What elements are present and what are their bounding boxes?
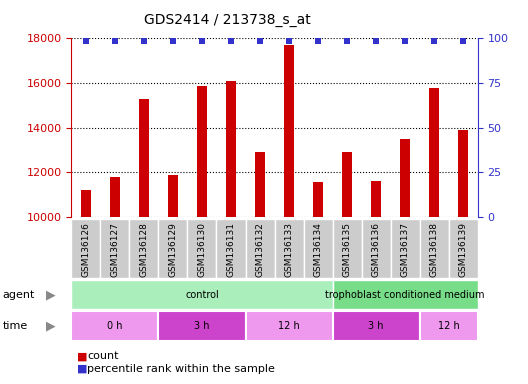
Bar xyxy=(129,219,158,278)
Text: 3 h: 3 h xyxy=(194,321,210,331)
Bar xyxy=(400,139,410,217)
Bar xyxy=(246,219,275,278)
Bar xyxy=(71,280,333,309)
Text: GSM136138: GSM136138 xyxy=(430,222,439,277)
Text: percentile rank within the sample: percentile rank within the sample xyxy=(87,364,275,374)
Bar xyxy=(275,219,304,278)
Text: GDS2414 / 213738_s_at: GDS2414 / 213738_s_at xyxy=(144,13,310,27)
Text: ▶: ▶ xyxy=(46,288,55,301)
Text: time: time xyxy=(3,321,28,331)
Bar xyxy=(458,130,468,217)
Text: GSM136128: GSM136128 xyxy=(139,222,148,277)
Bar xyxy=(71,219,100,278)
Bar xyxy=(371,181,381,217)
Bar xyxy=(313,182,323,217)
Bar xyxy=(449,219,478,278)
Text: 12 h: 12 h xyxy=(438,321,460,331)
Bar xyxy=(100,219,129,278)
Text: GSM136135: GSM136135 xyxy=(343,222,352,277)
Text: GSM136126: GSM136126 xyxy=(81,222,90,277)
Text: 3 h: 3 h xyxy=(369,321,384,331)
Text: trophoblast conditioned medium: trophoblast conditioned medium xyxy=(325,290,485,300)
Bar xyxy=(362,219,391,278)
Bar xyxy=(304,219,333,278)
Bar xyxy=(429,88,439,217)
Bar xyxy=(246,311,333,341)
Text: GSM136131: GSM136131 xyxy=(227,222,235,277)
Bar xyxy=(284,45,294,217)
Bar xyxy=(333,219,362,278)
Text: ■: ■ xyxy=(77,364,87,374)
Bar xyxy=(168,175,178,217)
Bar xyxy=(391,219,420,278)
Bar xyxy=(81,190,91,217)
Text: 0 h: 0 h xyxy=(107,321,122,331)
Bar xyxy=(197,86,207,217)
Bar xyxy=(333,280,478,309)
Bar xyxy=(216,219,246,278)
Text: GSM136130: GSM136130 xyxy=(197,222,206,277)
Bar xyxy=(158,311,246,341)
Text: GSM136139: GSM136139 xyxy=(459,222,468,277)
Text: 12 h: 12 h xyxy=(278,321,300,331)
Text: count: count xyxy=(87,351,119,361)
Bar xyxy=(71,311,158,341)
Bar xyxy=(110,177,120,217)
Text: GSM136127: GSM136127 xyxy=(110,222,119,277)
Text: GSM136129: GSM136129 xyxy=(168,222,177,277)
Bar xyxy=(255,152,265,217)
Bar xyxy=(187,219,216,278)
Text: ■: ■ xyxy=(77,351,87,361)
Text: GSM136132: GSM136132 xyxy=(256,222,265,277)
Text: GSM136136: GSM136136 xyxy=(372,222,381,277)
Text: ▶: ▶ xyxy=(46,319,55,333)
Text: GSM136133: GSM136133 xyxy=(285,222,294,277)
Text: control: control xyxy=(185,290,219,300)
Bar xyxy=(333,311,420,341)
Bar xyxy=(420,311,478,341)
Text: GSM136137: GSM136137 xyxy=(401,222,410,277)
Bar xyxy=(226,81,236,217)
Bar xyxy=(342,152,352,217)
Bar xyxy=(158,219,187,278)
Bar xyxy=(420,219,449,278)
Bar xyxy=(139,99,149,217)
Text: GSM136134: GSM136134 xyxy=(314,222,323,277)
Text: agent: agent xyxy=(3,290,35,300)
